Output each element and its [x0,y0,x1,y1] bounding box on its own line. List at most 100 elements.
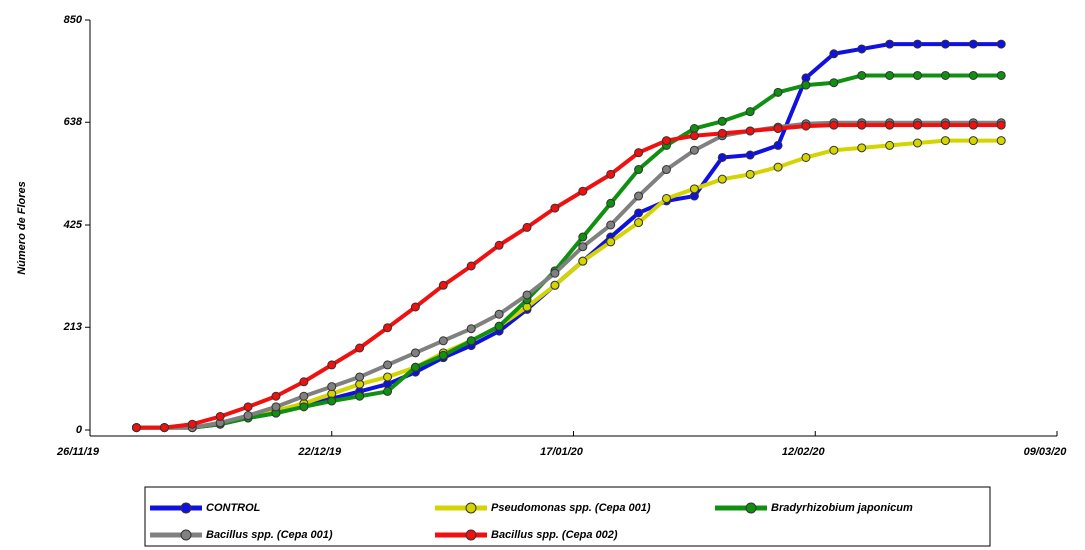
point [578,232,588,242]
point [383,386,393,396]
legend-marker [465,529,477,541]
y-tick-label: 213 [63,321,82,333]
point [996,136,1006,146]
point [494,240,504,250]
y-tick-label: 0 [76,424,83,436]
point [801,80,811,90]
point [829,49,839,59]
point [410,302,420,312]
point [159,423,169,433]
x-tick-label: 22/12/19 [297,446,342,458]
point [885,39,895,49]
point [773,162,783,172]
point [661,165,671,175]
point [829,145,839,155]
point [857,70,867,80]
point [968,136,978,146]
point [829,78,839,88]
point [606,169,616,179]
series-line [136,42,1002,430]
point [745,126,755,136]
point [634,208,644,218]
point [271,402,281,412]
point [327,360,337,370]
point [801,121,811,131]
series-line [136,138,1002,430]
point [327,382,337,392]
point [717,174,727,184]
point [717,128,727,138]
legend-label: Pseudomonas spp. (Cepa 001) [491,502,651,514]
point [745,169,755,179]
point [940,136,950,146]
y-tick-label: 850 [64,14,83,26]
point [522,290,532,300]
point [438,336,448,346]
point [550,280,560,290]
y-axis-label: Número de Flores [16,181,28,275]
point [996,120,1006,130]
legend-label: Bradyrhizobium japonicum [771,502,913,514]
point [689,131,699,141]
point [438,280,448,290]
point [913,138,923,148]
legend-marker [180,529,192,541]
point [578,242,588,252]
point [522,222,532,232]
point [550,268,560,278]
point [606,198,616,208]
point [466,324,476,334]
legend-label: CONTROL [206,502,261,514]
point [466,336,476,346]
point [299,391,309,401]
point [438,350,448,360]
point [689,184,699,194]
point [606,220,616,230]
point [578,186,588,196]
point [885,70,895,80]
point [327,396,337,406]
point [215,411,225,421]
point [550,203,560,213]
point [829,120,839,130]
x-tick-label: 17/01/20 [540,446,584,458]
point [634,191,644,201]
x-tick-label: 09/03/20 [1024,446,1068,458]
point [913,70,923,80]
series-line [136,120,1002,430]
point [996,39,1006,49]
point [857,120,867,130]
legend-label: Bacillus spp. (Cepa 002) [491,529,618,541]
point [299,402,309,412]
point [466,261,476,271]
point [773,140,783,150]
point [131,423,141,433]
point [410,362,420,372]
point [634,218,644,228]
point [355,391,365,401]
point [410,348,420,358]
point [857,143,867,153]
x-tick-label: 26/11/19 [56,446,100,458]
point [745,150,755,160]
legend-marker [745,502,757,514]
series-line [136,123,1002,430]
point [299,377,309,387]
series-line [136,73,1002,430]
point [857,44,867,54]
point [773,124,783,134]
point [745,107,755,117]
legend-marker [180,502,192,514]
point [968,39,978,49]
point [885,140,895,150]
legend-marker [465,502,477,514]
point [913,39,923,49]
x-tick-label: 12/02/20 [782,446,826,458]
point [606,237,616,247]
point [717,152,727,162]
point [271,391,281,401]
point [661,136,671,146]
legend [144,486,991,547]
point [940,120,950,130]
